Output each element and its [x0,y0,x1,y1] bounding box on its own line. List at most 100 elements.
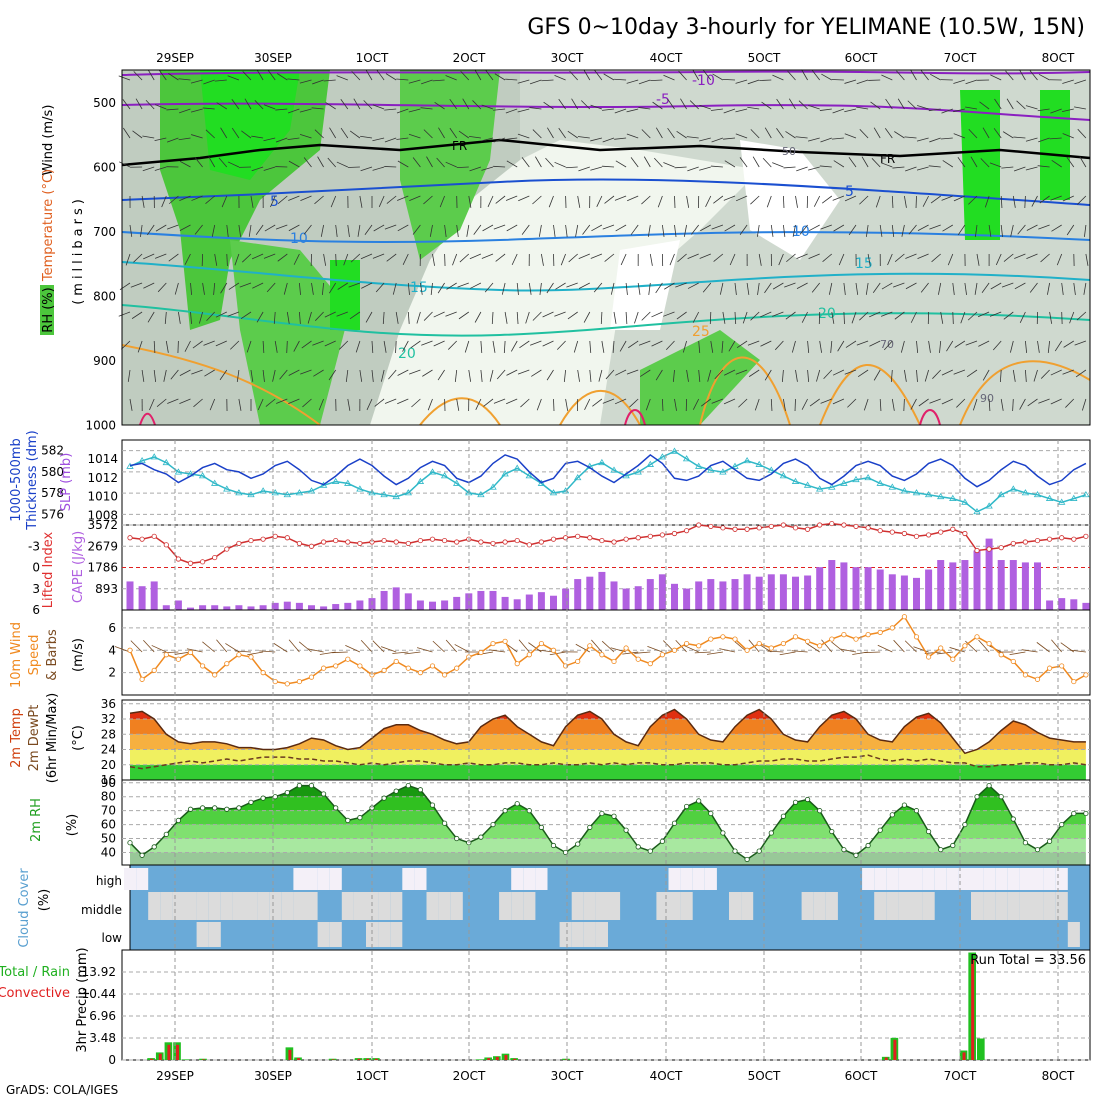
wind-barb [857,369,869,378]
wind-barb [833,160,845,168]
wind-barb [663,74,675,81]
rh2m-line [127,782,1089,863]
wind-barb [288,195,300,201]
slp-line-point [755,460,763,467]
wind10m-barb [913,646,929,653]
rh2m-line-point [163,831,169,837]
cape-bar [1046,600,1054,610]
wind-barb [907,100,917,110]
cloud-mid-block [245,892,258,920]
slp-line-point [936,492,945,500]
wind-barb [163,369,167,382]
wind-barb [682,340,687,353]
wind-barb [664,282,675,290]
wind-barb [977,311,990,318]
wind-barb [543,101,554,110]
rh2m-line-point [659,838,666,844]
slp-line-point [573,474,582,481]
axis-tick: 582 [41,444,64,458]
wind-barb [383,340,387,353]
wind-barb [567,311,578,320]
lifted-index-point [623,536,629,542]
wind-barb [558,127,566,139]
rh2m-line-point [732,848,738,854]
rh2m-line-point [284,789,290,796]
wind-barb [776,127,784,139]
lifted-index-point [163,542,169,548]
wind-barb [555,282,566,290]
wind-barb [288,369,300,376]
date-label: 29SEP [156,1069,194,1083]
axis-tick: 576 [41,507,64,521]
cloud-mid-block [910,892,923,920]
cloud-low-block [329,922,342,947]
wind-barb [869,340,881,347]
wind-barb [917,253,929,259]
wind-barb [558,98,566,110]
wind-barb [386,195,397,204]
wind-barb [215,311,227,318]
wind10m-speed-point [647,661,653,667]
wind-barb [941,195,953,201]
wind-barb [900,340,905,353]
wind-barb [205,195,215,205]
cape-bar [949,562,957,610]
wind-barb [676,311,687,320]
label-millibars: (millibars) [71,195,86,305]
slp-line-point [283,491,292,498]
wind-barb [255,224,264,236]
wind-barb [302,398,312,408]
cape-bar [792,576,799,610]
wind10m-speed-point [877,629,883,635]
wind-barb [542,340,554,347]
cloud-mid-block [729,892,742,920]
axis-tick: 1786 [87,561,118,575]
wind-barb [981,282,990,293]
wind-barb [460,70,470,81]
cape-bar [429,601,436,610]
wind-barb [133,253,143,263]
pressure-tick: 600 [93,161,116,175]
wind-barb [493,224,506,230]
bottom-date-axis: 29SEP 30SEP 1OCT 2OCT 3OCT 4OCT 5OCT 6OC… [156,1069,1075,1083]
wind10m-speed-point [320,665,327,671]
wind-barb [179,224,191,231]
wind-barb [209,398,216,411]
wind-barb [157,282,167,293]
wind-barb [989,311,1002,317]
wind10m-barb [1009,651,1026,656]
wind-barb [505,108,518,114]
wind-barb [421,79,433,85]
wind-barb [474,311,482,323]
wind-barb [910,311,917,323]
cape-bar [356,600,364,610]
wind-barb [251,135,264,139]
wind-barb [952,282,955,295]
wind-barb [423,311,433,321]
cape-bar [247,606,255,610]
wind-barb [891,195,894,209]
wind-barb [589,369,592,382]
wind10m-barb [202,641,215,653]
wind-barb [542,311,554,318]
wind-barb [578,282,590,289]
wind-barb [920,282,929,293]
wind-barb [265,398,276,407]
slp-line-point [876,479,884,486]
wind-barb [844,369,857,375]
wind-barb [357,224,361,237]
wind-barb [257,398,264,411]
wind-barb [865,282,869,295]
wind10m-speed-point [1010,658,1016,665]
wind10m-speed-point [200,663,206,669]
wind-barb [584,398,591,410]
wind10m-barb [331,651,348,654]
lifted-index-point [732,526,738,532]
wind-barb [1074,340,1087,346]
date-label: 30SEP [254,51,292,65]
wind-barb [299,282,301,295]
wind-barb [262,340,265,354]
wind10m-barb [831,641,845,653]
wind-barb [764,369,772,381]
